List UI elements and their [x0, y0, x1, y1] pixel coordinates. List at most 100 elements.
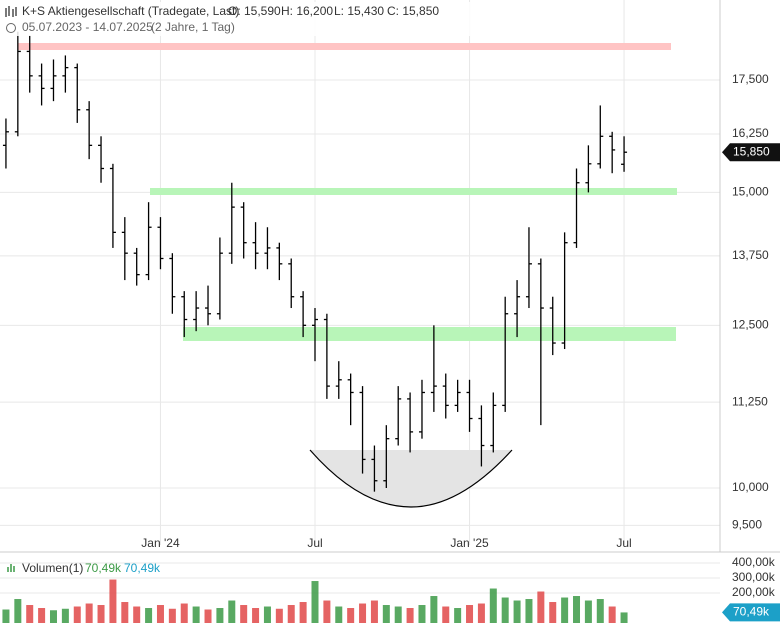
ohlc-bar	[359, 386, 366, 474]
ohlc-bar	[26, 35, 33, 93]
volume-bar	[61, 608, 69, 623]
volume-bar	[370, 600, 378, 623]
ohlc-bar	[430, 325, 437, 412]
ohlc-bar	[2, 118, 9, 169]
volume-bar	[216, 608, 224, 623]
ohlc-bar	[38, 63, 45, 106]
ohlc-bar	[573, 168, 580, 248]
ohlc-bar	[561, 232, 568, 350]
volume-bar	[513, 600, 521, 623]
volume-bar	[489, 588, 497, 623]
volume-bar	[477, 603, 485, 623]
support-zone	[183, 327, 676, 341]
ohlc-bar	[109, 163, 116, 248]
y-tick-label: 10,000	[732, 480, 769, 494]
x-tick-label: Jan '24	[141, 536, 180, 550]
ohlc-bar	[169, 253, 176, 314]
ohlc-bar	[157, 217, 164, 270]
last-price-label: 15,850	[733, 144, 770, 158]
y-tick-label: 13,750	[732, 248, 769, 262]
ohlc-bar	[216, 237, 223, 320]
last-volume-label: 70,49k	[733, 605, 770, 619]
date-range: 05.07.2023 - 14.07.2025	[22, 20, 153, 34]
y-tick-label: 400,00k	[732, 555, 776, 569]
ohlc-bar	[181, 291, 188, 338]
volume-bar	[133, 606, 141, 623]
ohlc-bar	[371, 445, 378, 492]
ohlc-bar	[597, 105, 604, 169]
ohlc-bar	[395, 386, 402, 446]
support-zone	[150, 188, 677, 195]
ohlc-bar	[585, 145, 592, 193]
ohlc-bar	[74, 63, 81, 123]
volume-bar	[596, 599, 604, 623]
volume-bar	[347, 608, 355, 623]
volume-bar	[156, 605, 164, 623]
y-tick-label: 200,00k	[732, 585, 776, 599]
ohlc-bar	[454, 379, 461, 412]
volume-bar	[14, 599, 22, 623]
volume-bar	[73, 606, 81, 623]
ohlc-bar	[228, 182, 235, 264]
volume-bar	[501, 597, 509, 623]
ohlc-bar	[98, 136, 105, 183]
ohlc-bar	[466, 379, 473, 432]
volume-bar	[335, 606, 343, 623]
volume-bar	[406, 608, 414, 623]
volume-bar	[382, 605, 390, 623]
ohlc-bar	[347, 373, 354, 426]
volume-bar	[561, 597, 569, 623]
volume-bar	[180, 603, 188, 623]
ohlc-bar	[442, 373, 449, 419]
volume-bar	[204, 609, 212, 623]
volume-bar	[466, 605, 474, 623]
ohlc-bar	[252, 222, 259, 270]
volume-value: 70,49k	[85, 561, 122, 575]
volume-bar	[228, 600, 236, 623]
volume-bar	[620, 612, 628, 623]
volume-bar	[263, 606, 271, 623]
last-price-tag	[722, 143, 780, 162]
bowl-outline	[309, 449, 513, 508]
ohlc-bar	[62, 55, 69, 93]
volume-bar	[168, 608, 176, 623]
chart-icon	[5, 6, 17, 17]
volume-bar	[121, 602, 129, 623]
volume-bar	[608, 606, 616, 623]
ohlc-bar	[264, 227, 271, 270]
volume-bar	[549, 602, 557, 623]
ohlc-bar	[312, 308, 318, 362]
volume-bar	[454, 608, 462, 623]
volume-bar	[359, 603, 367, 623]
ohlc-bar	[145, 202, 152, 281]
volume-value: 70,49k	[124, 561, 161, 575]
volume-bar	[240, 605, 248, 623]
ohlc-bar	[621, 136, 628, 172]
volume-bar	[584, 600, 592, 623]
volume-bar	[97, 605, 105, 623]
y-tick-label: 11,250	[732, 394, 768, 408]
ohlc-bar	[514, 280, 521, 338]
volume-name: Volumen(1)	[22, 561, 83, 575]
volume-bar	[145, 608, 153, 623]
price-bars	[2, 31, 628, 492]
ohlc-bar	[383, 425, 390, 489]
x-tick-label: Jan '25	[450, 536, 489, 550]
last-volume-tag	[722, 603, 780, 622]
x-tick-label: Jul	[307, 536, 322, 550]
ohlc-bar	[240, 202, 247, 259]
y-tick-label: 15,000	[732, 185, 769, 199]
ohlc-bar	[407, 392, 414, 453]
volume-bar	[275, 608, 283, 623]
volume-bar	[311, 581, 319, 623]
volume-bar	[442, 606, 450, 623]
period: (2 Jahre, 1 Tag)	[151, 20, 235, 34]
ohlc-bar	[418, 379, 425, 439]
x-tick-label: Jul	[616, 536, 631, 550]
volume-icon	[7, 564, 15, 572]
ohlc-bar	[323, 313, 330, 399]
volume-bar	[2, 609, 10, 623]
volume-bar	[430, 596, 438, 623]
ohlc-bar	[276, 242, 283, 281]
